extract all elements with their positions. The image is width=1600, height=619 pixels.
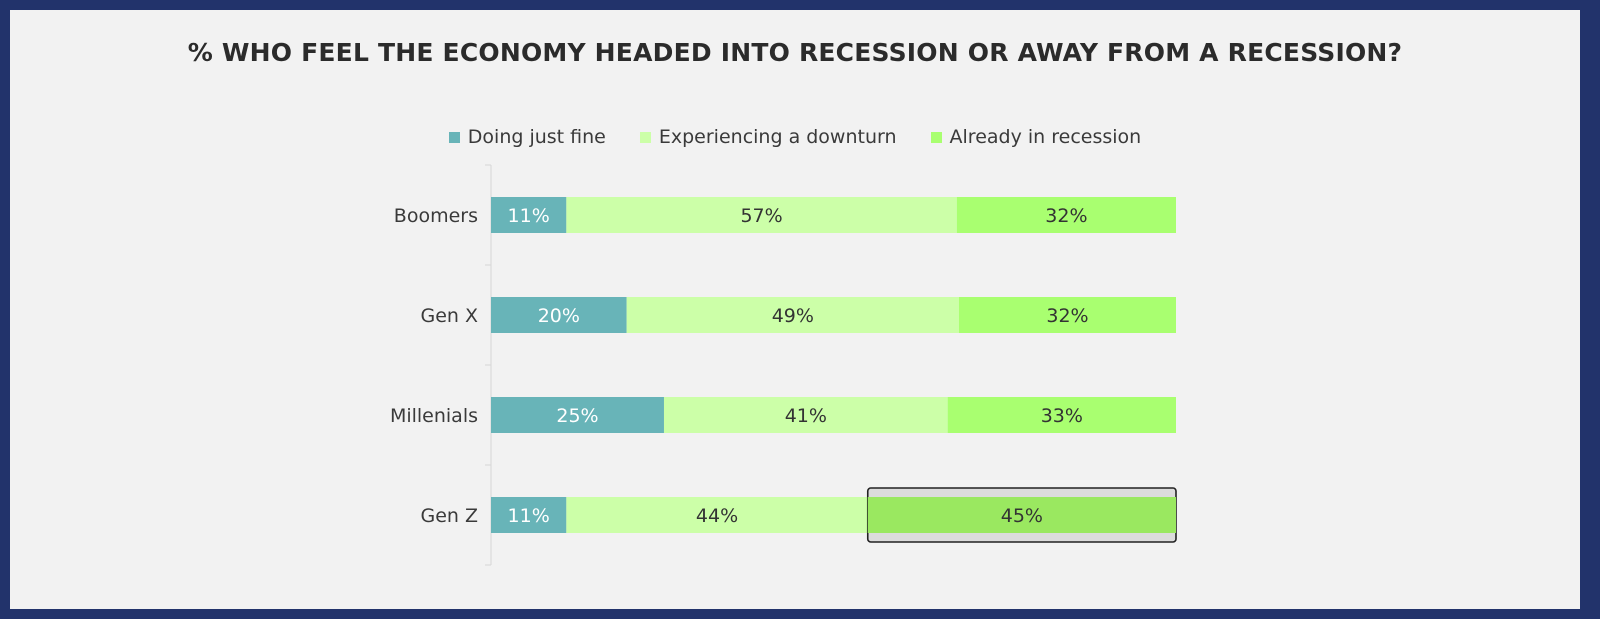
- chart-frame: % WHO FEEL THE ECONOMY HEADED INTO RECES…: [10, 10, 1580, 609]
- legend-item-already-in-recession: Already in recession: [930, 126, 1142, 148]
- legend-item-experiencing-a-downturn: Experiencing a downturn: [639, 126, 897, 148]
- data-label: 32%: [1045, 205, 1087, 227]
- data-label: 33%: [1041, 405, 1083, 427]
- data-label: 44%: [696, 505, 738, 527]
- data-label: 25%: [556, 405, 598, 427]
- plot-area: Boomers 11% 57% 32% Gen X 20% 49% 32% Millenials…: [390, 164, 1177, 566]
- bar-segment: [566, 497, 868, 533]
- data-label: 11%: [508, 205, 550, 227]
- bar-segment: [626, 297, 959, 333]
- bar-segment: [958, 297, 1176, 333]
- data-label: 49%: [772, 305, 814, 327]
- category-label: Gen Z: [420, 505, 478, 527]
- data-label: 41%: [785, 405, 827, 427]
- legend-label: Experiencing a downturn: [658, 126, 897, 148]
- data-label: 11%: [508, 505, 550, 527]
- legend-label: Already in recession: [949, 126, 1142, 148]
- bar-segment: [491, 497, 567, 533]
- data-label: 57%: [740, 205, 782, 227]
- bar-segment: [491, 397, 664, 433]
- bar-segment: [956, 197, 1176, 233]
- bar-segment: [867, 497, 1176, 533]
- legend-swatch: [639, 131, 651, 143]
- legend-label: Doing just fine: [467, 126, 606, 148]
- legend-swatch: [448, 131, 460, 143]
- legend-swatch: [930, 131, 942, 143]
- bar-segment: [663, 397, 948, 433]
- bar-segment: [491, 197, 567, 233]
- chart-title: % WHO FEEL THE ECONOMY HEADED INTO RECES…: [187, 38, 1403, 67]
- bar-segment: [566, 197, 957, 233]
- category-label: Gen X: [420, 305, 478, 327]
- legend: Doing just fine Experiencing a downturn …: [10, 126, 1580, 148]
- bar-segment: [947, 397, 1176, 433]
- category-label: Millenials: [390, 405, 478, 427]
- category-label: Boomers: [394, 205, 478, 227]
- bar-segment: [491, 297, 627, 333]
- data-label: 32%: [1046, 305, 1088, 327]
- legend-item-doing-just-fine: Doing just fine: [448, 126, 606, 148]
- data-label: 45%: [1001, 505, 1043, 527]
- data-label: 20%: [538, 305, 580, 327]
